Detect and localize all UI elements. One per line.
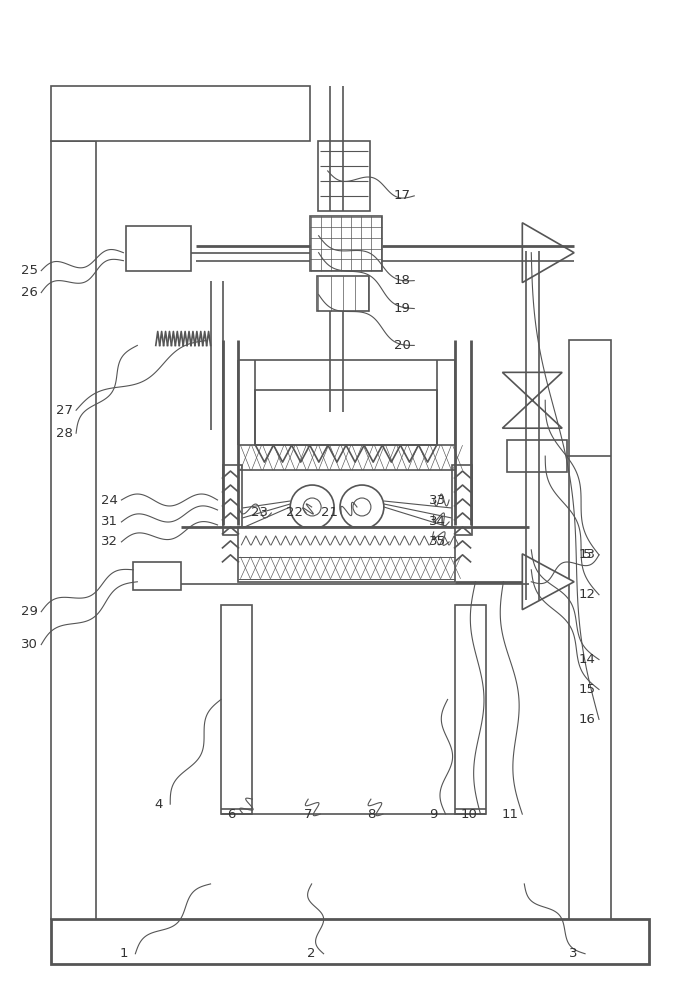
Text: 17: 17: [394, 189, 411, 202]
Bar: [454, 605, 486, 814]
Text: 10: 10: [460, 808, 477, 821]
Text: 13: 13: [579, 548, 596, 561]
Text: 35: 35: [428, 535, 446, 548]
Bar: [452, 465, 472, 535]
Text: 27: 27: [55, 404, 73, 417]
Bar: [508, 440, 567, 472]
Text: 31: 31: [101, 515, 118, 528]
Polygon shape: [522, 223, 574, 283]
Bar: [256, 390, 437, 445]
Bar: [51, 919, 649, 964]
Text: 1: 1: [119, 947, 127, 960]
Text: 26: 26: [21, 286, 38, 299]
Text: 7: 7: [304, 808, 312, 821]
Circle shape: [340, 485, 384, 529]
Text: 15: 15: [579, 683, 596, 696]
Text: 22: 22: [286, 506, 302, 519]
Bar: [223, 465, 242, 535]
Text: 25: 25: [21, 264, 38, 277]
Text: 20: 20: [394, 339, 411, 352]
Bar: [239, 527, 454, 582]
Bar: [310, 216, 382, 271]
Text: 8: 8: [367, 808, 375, 821]
Text: 21: 21: [321, 506, 337, 519]
Bar: [318, 141, 370, 211]
Polygon shape: [522, 554, 574, 610]
Text: 3: 3: [569, 947, 577, 960]
Bar: [126, 226, 190, 271]
Bar: [569, 340, 611, 919]
Circle shape: [303, 498, 321, 516]
Text: 16: 16: [579, 713, 596, 726]
Bar: [133, 562, 181, 590]
Text: 14: 14: [579, 653, 596, 666]
Text: 23: 23: [251, 506, 268, 519]
Circle shape: [290, 485, 334, 529]
Polygon shape: [503, 372, 562, 428]
Circle shape: [353, 498, 371, 516]
Text: 11: 11: [502, 808, 519, 821]
Text: 24: 24: [101, 493, 118, 506]
Text: 29: 29: [21, 605, 38, 618]
Text: 33: 33: [428, 493, 446, 506]
Text: 9: 9: [430, 808, 438, 821]
Text: 2: 2: [307, 947, 316, 960]
Text: 19: 19: [394, 302, 411, 315]
Bar: [317, 276, 369, 311]
Bar: [51, 86, 310, 141]
Text: 32: 32: [101, 535, 118, 548]
Text: 6: 6: [228, 808, 236, 821]
Text: 5: 5: [583, 548, 592, 561]
Text: 18: 18: [394, 274, 411, 287]
Bar: [220, 605, 253, 814]
Bar: [51, 141, 96, 919]
Text: 4: 4: [154, 798, 162, 811]
Text: 28: 28: [56, 427, 73, 440]
Text: 30: 30: [21, 638, 38, 651]
Text: 34: 34: [428, 515, 446, 528]
Text: 12: 12: [579, 588, 596, 601]
